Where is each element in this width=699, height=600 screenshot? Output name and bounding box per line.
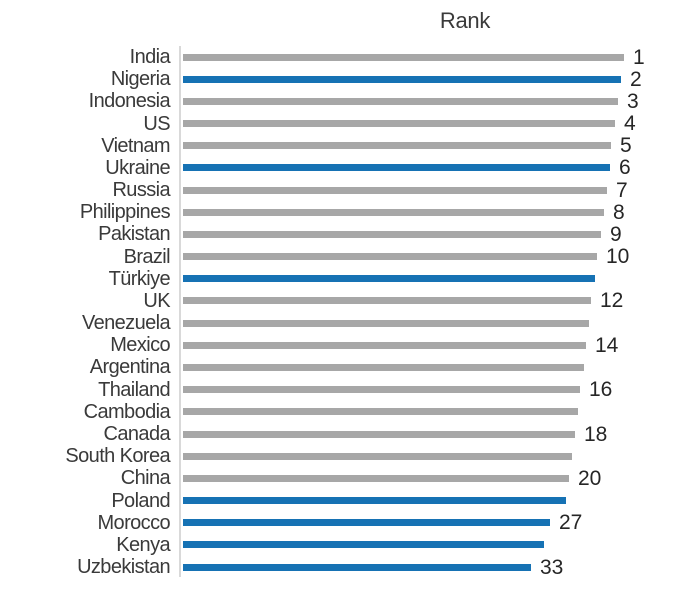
rank-value: 4 bbox=[624, 112, 636, 136]
country-label: Russia bbox=[112, 179, 170, 202]
bar-row: Uzbekistan 33 bbox=[0, 556, 699, 578]
bar-row: UK 12 bbox=[0, 290, 699, 312]
bar bbox=[183, 120, 615, 128]
bar bbox=[183, 430, 575, 438]
bar-highlighted bbox=[183, 519, 550, 527]
bar-row: Russia 7 bbox=[0, 179, 699, 201]
country-label: China bbox=[120, 467, 171, 490]
bar-row: Venezuela bbox=[0, 312, 699, 334]
bar-row: South Korea bbox=[0, 445, 699, 467]
rank-value: 8 bbox=[613, 200, 625, 224]
bar bbox=[183, 230, 601, 238]
bar bbox=[183, 186, 607, 194]
country-label: Kenya bbox=[116, 533, 170, 556]
bar-highlighted bbox=[183, 497, 566, 505]
bar-highlighted bbox=[183, 164, 610, 172]
country-label: Türkiye bbox=[108, 267, 171, 290]
rank-value: 2 bbox=[630, 67, 642, 91]
country-label: Poland bbox=[111, 489, 170, 512]
bar bbox=[183, 97, 618, 105]
country-label: Vietnam bbox=[101, 134, 170, 157]
country-label: Uzbekistan bbox=[77, 556, 171, 579]
plot-rows: India 1 Nigeria 2 Indonesia 3 US 4 Vietnam 5 Ukrai… bbox=[0, 46, 699, 578]
rank-value: 3 bbox=[627, 89, 639, 113]
country-label: Thailand bbox=[98, 378, 171, 401]
bar bbox=[183, 208, 604, 216]
bar-row: Kenya bbox=[0, 534, 699, 556]
rank-value: 10 bbox=[606, 245, 630, 269]
bar-row: Nigeria 2 bbox=[0, 68, 699, 90]
bar-row: US 4 bbox=[0, 113, 699, 135]
bar-highlighted bbox=[183, 541, 544, 549]
bar-highlighted bbox=[183, 563, 531, 571]
country-label: Argentina bbox=[89, 356, 171, 379]
bar bbox=[183, 53, 624, 61]
chart-title: Rank bbox=[439, 8, 491, 33]
country-label: Pakistan bbox=[98, 223, 171, 246]
country-label: Brazil bbox=[123, 245, 171, 268]
bar bbox=[183, 452, 572, 460]
country-label: Indonesia bbox=[88, 90, 171, 113]
y-axis-line bbox=[179, 46, 181, 577]
bar-row: Morocco 27 bbox=[0, 512, 699, 534]
bar-highlighted bbox=[183, 275, 595, 283]
country-label: Canada bbox=[103, 423, 171, 445]
bar bbox=[183, 408, 578, 416]
bar-row: Mexico 14 bbox=[0, 334, 699, 356]
bar bbox=[183, 386, 580, 394]
rank-value: 27 bbox=[559, 511, 583, 535]
country-label: India bbox=[129, 46, 171, 69]
rank-value: 16 bbox=[589, 378, 613, 402]
country-label: UK bbox=[143, 289, 170, 312]
rank-value: 9 bbox=[610, 222, 622, 246]
bar-row: India 1 bbox=[0, 46, 699, 68]
rank-value: 12 bbox=[600, 289, 624, 313]
bar-row: Canada 18 bbox=[0, 423, 699, 445]
country-label: Cambodia bbox=[83, 400, 171, 423]
bar-row: Brazil 10 bbox=[0, 246, 699, 268]
bar-highlighted bbox=[183, 75, 621, 83]
country-label: Mexico bbox=[110, 334, 170, 357]
country-label: Venezuela bbox=[81, 312, 171, 335]
rank-value: 14 bbox=[595, 333, 619, 357]
rank-value: 18 bbox=[584, 422, 608, 446]
bar bbox=[183, 341, 586, 349]
country-label: Morocco bbox=[97, 511, 171, 534]
rank-value: 5 bbox=[620, 134, 632, 158]
country-label: South Korea bbox=[65, 445, 170, 468]
bar bbox=[183, 142, 611, 150]
bar-row: Vietnam 5 bbox=[0, 135, 699, 157]
rank-value: 6 bbox=[619, 156, 631, 180]
bar-row: China 20 bbox=[0, 467, 699, 489]
bar-row: Cambodia bbox=[0, 401, 699, 423]
country-label: US bbox=[143, 112, 170, 135]
bar-row: Pakistan 9 bbox=[0, 223, 699, 245]
bar-row: Türkiye bbox=[0, 268, 699, 290]
bar bbox=[183, 253, 597, 261]
country-label: Philippines bbox=[79, 201, 171, 224]
bar-row: Ukraine 6 bbox=[0, 157, 699, 179]
bar bbox=[183, 474, 569, 482]
bar-row: Thailand 16 bbox=[0, 379, 699, 401]
bar bbox=[183, 297, 591, 305]
rank-value: 20 bbox=[578, 466, 602, 490]
rank-value: 33 bbox=[540, 555, 564, 579]
bar-row: Poland bbox=[0, 489, 699, 511]
bar-row: Argentina bbox=[0, 356, 699, 378]
bar bbox=[183, 319, 589, 327]
bar-row: Philippines 8 bbox=[0, 201, 699, 223]
country-label: Nigeria bbox=[110, 68, 171, 91]
bar bbox=[183, 363, 584, 371]
bar-row: Indonesia 3 bbox=[0, 90, 699, 112]
country-label: Ukraine bbox=[105, 156, 170, 179]
rank-value: 1 bbox=[633, 45, 645, 69]
rank-value: 7 bbox=[616, 178, 628, 202]
